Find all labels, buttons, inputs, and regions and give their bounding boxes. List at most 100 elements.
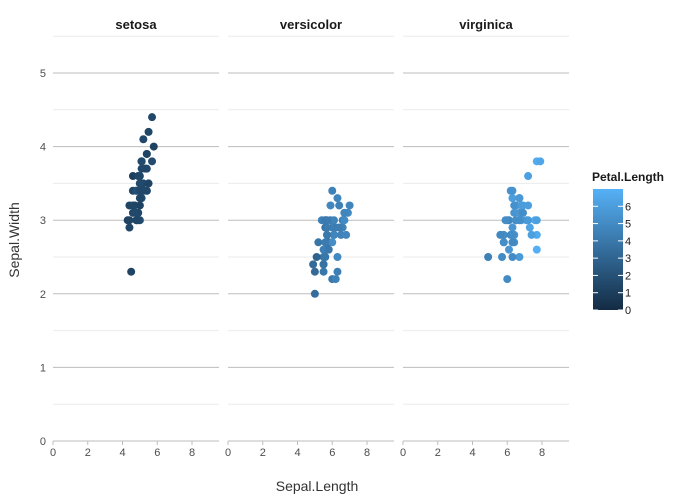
colorbar-title: Petal.Length <box>592 170 664 184</box>
data-point <box>132 216 141 225</box>
y-tick-label: 1 <box>40 362 46 374</box>
data-point <box>326 201 335 210</box>
data-point <box>319 253 328 261</box>
data-point <box>310 267 319 276</box>
x-tick-label: 6 <box>504 447 510 459</box>
data-point <box>524 201 533 210</box>
data-point <box>532 216 541 225</box>
x-tick-label: 2 <box>260 447 266 459</box>
y-tick-label: 0 <box>40 436 46 448</box>
data-point <box>498 253 507 261</box>
facet-strip-label: virginica <box>459 17 513 32</box>
data-point <box>508 230 517 239</box>
data-point <box>333 194 342 203</box>
data-point <box>517 201 526 210</box>
x-tick-label: 0 <box>225 447 231 459</box>
x-tick-label: 2 <box>435 447 441 459</box>
data-point <box>525 223 534 232</box>
data-point <box>127 267 136 276</box>
x-tick-label: 6 <box>154 447 160 459</box>
data-point <box>137 186 146 195</box>
data-point <box>134 208 143 217</box>
data-point <box>527 230 536 239</box>
data-point <box>144 179 153 188</box>
data-point <box>310 289 319 298</box>
data-point <box>321 238 330 247</box>
data-point <box>333 253 342 261</box>
colorbar-tick-label: 3 <box>625 253 631 265</box>
colorbar-legend: Petal.Length 0 1 2 3 4 5 6 <box>592 170 664 317</box>
data-point <box>148 113 157 122</box>
data-point <box>503 275 512 284</box>
data-point <box>345 201 354 210</box>
data-point <box>333 267 342 276</box>
data-point <box>496 230 505 239</box>
data-point <box>312 253 321 261</box>
data-point <box>340 208 349 217</box>
data-point <box>135 194 144 203</box>
data-point <box>484 253 493 261</box>
data-point <box>335 201 344 210</box>
y-tick-label: 5 <box>40 68 46 80</box>
data-point <box>128 201 137 210</box>
data-point <box>323 223 332 232</box>
data-point <box>510 201 519 210</box>
data-point <box>328 238 337 247</box>
data-point <box>508 223 517 232</box>
x-tick-label: 2 <box>85 447 91 459</box>
data-point <box>323 216 332 225</box>
data-point <box>511 216 520 225</box>
data-point <box>508 253 517 261</box>
x-axis-title: Sepal.Length <box>276 478 359 494</box>
data-point <box>506 186 515 195</box>
y-axis-title: Sepal.Width <box>6 202 22 277</box>
data-point <box>309 260 318 269</box>
facet-panel-setosa: setosa 0 2 4 6 8 0 1 2 3 4 5 <box>40 17 219 459</box>
data-point <box>125 223 134 232</box>
data-point <box>141 164 150 173</box>
data-point <box>139 135 148 144</box>
facet-strip-label: setosa <box>115 17 157 32</box>
data-point <box>536 157 545 166</box>
x-tick-label: 6 <box>329 447 335 459</box>
facet-strip-label: versicolor <box>280 17 342 32</box>
data-point <box>135 201 144 210</box>
data-point <box>314 238 323 247</box>
data-point <box>149 142 158 151</box>
data-point <box>532 245 541 254</box>
data-point <box>324 245 333 254</box>
colorbar-gradient <box>593 189 623 310</box>
facet-panel-virginica: virginica 0 2 4 6 8 <box>400 17 569 459</box>
y-tick-label: 4 <box>40 142 46 154</box>
colorbar-tick-label: 1 <box>625 288 631 300</box>
colorbar-tick-label: 0 <box>625 305 631 317</box>
data-point <box>125 216 134 225</box>
data-point <box>144 127 153 136</box>
data-point <box>134 172 143 181</box>
data-point <box>515 194 524 203</box>
data-point <box>329 216 338 225</box>
data-point <box>515 253 524 261</box>
colorbar-tick-label: 4 <box>625 236 631 248</box>
data-point <box>331 223 340 232</box>
data-point <box>137 157 146 166</box>
data-point <box>328 186 337 195</box>
data-point <box>499 238 508 247</box>
y-tick-label: 3 <box>40 215 46 227</box>
colorbar-tick-label: 5 <box>625 219 631 231</box>
data-point <box>323 230 332 239</box>
x-tick-label: 4 <box>469 447 475 459</box>
data-point <box>524 172 533 181</box>
data-point <box>135 179 144 188</box>
x-tick-label: 4 <box>119 447 125 459</box>
colorbar-tick-label: 2 <box>625 270 631 282</box>
x-tick-label: 8 <box>539 447 545 459</box>
data-point <box>508 238 517 247</box>
data-point <box>142 149 151 158</box>
x-tick-label: 8 <box>189 447 195 459</box>
data-point <box>331 275 340 284</box>
data-point <box>342 230 351 239</box>
data-point <box>501 216 510 225</box>
colorbar-tick-label: 6 <box>625 201 631 213</box>
